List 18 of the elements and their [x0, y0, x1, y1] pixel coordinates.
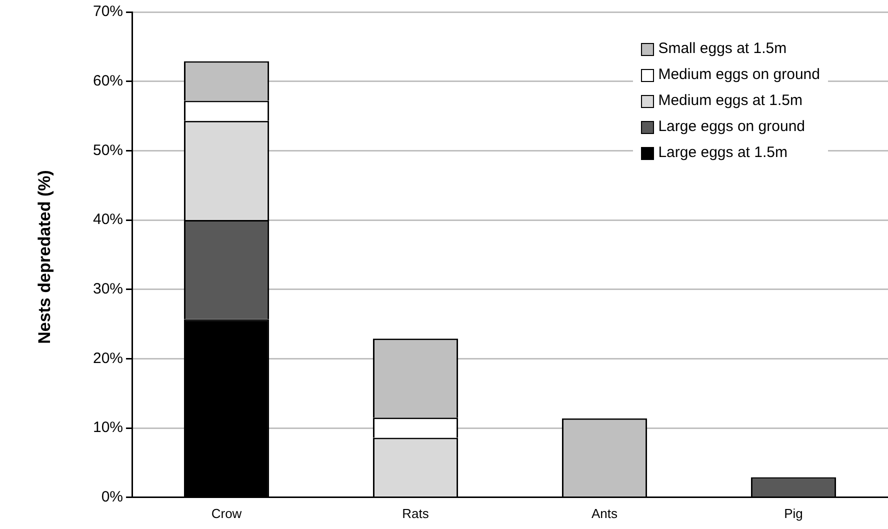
y-tick-label: 60%	[92, 72, 124, 90]
legend-label: Large eggs at 1.5m	[658, 143, 788, 163]
legend-label: Medium eggs at 1.5m	[658, 91, 802, 111]
x-tick-label: Ants	[592, 506, 618, 521]
y-tick-label: 70%	[92, 3, 124, 20]
y-tick-label: 30%	[92, 280, 124, 298]
y-tick-label: 0%	[101, 488, 124, 506]
legend-label: Medium eggs on ground	[658, 65, 820, 85]
x-tick-label: Pig	[784, 506, 803, 521]
legend-label: Small eggs at 1.5m	[658, 39, 787, 59]
x-tick-label: Crow	[211, 506, 242, 521]
y-tick-label: 20%	[92, 350, 124, 367]
y-axis-title: Nests depredated (%)	[35, 170, 55, 344]
y-tick-label: 50%	[92, 142, 124, 159]
y-tick-label: 40%	[92, 211, 124, 228]
y-tick-label: 10%	[92, 419, 124, 436]
legend-label: Large eggs on ground	[658, 117, 806, 137]
x-tick-label: Rats	[402, 506, 430, 521]
